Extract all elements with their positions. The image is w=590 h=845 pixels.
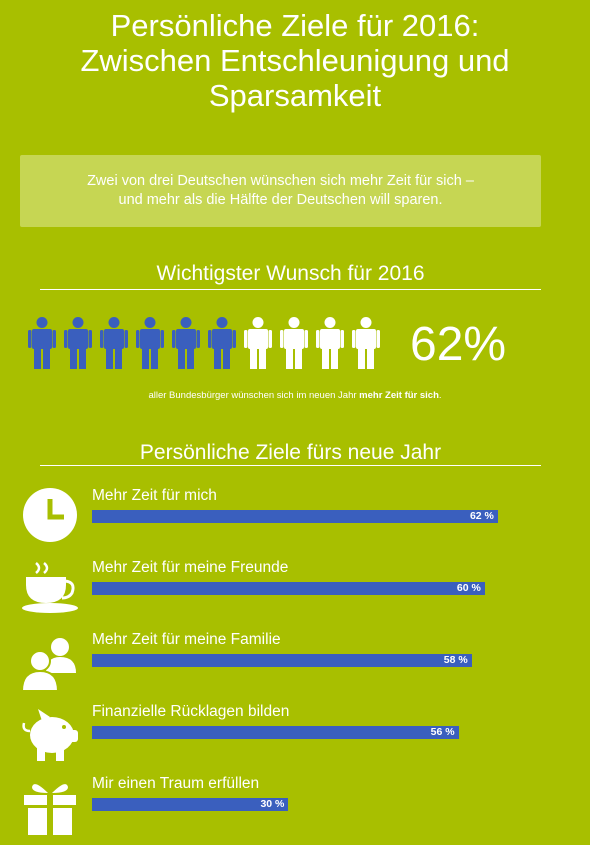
person-icon-filled: [28, 317, 56, 369]
section-title-goals: Persönliche Ziele fürs neue Jahr: [139, 441, 442, 464]
person-icon-empty: [280, 317, 308, 369]
goal-row: Mehr Zeit für meine Familie 58 %: [0, 631, 590, 701]
summary-callout: Zwei von drei Deutschen wünschen sich me…: [20, 155, 541, 227]
goal-label: Finanzielle Rücklagen bilden: [92, 703, 290, 720]
goal-bar: 60 %: [92, 582, 485, 595]
headline-percentage: 62%: [410, 318, 507, 371]
goal-bar-value: 60 %: [456, 582, 481, 594]
goal-row: Mir einen Traum erfüllen 30 %: [0, 775, 590, 845]
goal-bar: 30 %: [92, 798, 289, 811]
person-icon-empty: [316, 317, 344, 369]
goal-label: Mehr Zeit für mich: [92, 487, 217, 504]
goal-bar-track: 62 %: [92, 510, 502, 523]
goal-bar-value: 56 %: [430, 726, 455, 738]
page-title: Persönliche Ziele für 2016: Zwischen Ent…: [80, 8, 510, 113]
goal-bar-track: 30 %: [92, 798, 502, 811]
caption-end: .: [438, 390, 442, 401]
person-icon-empty: [244, 317, 272, 369]
goal-row: Finanzielle Rücklagen bilden 56 %: [0, 703, 590, 773]
goal-row: Mehr Zeit für mich 62 %: [0, 487, 590, 557]
caption-text: aller Bundesbürger wünschen sich im neue…: [148, 390, 360, 401]
goal-bar: 58 %: [92, 654, 472, 667]
caption-highlight: mehr Zeit für sich: [359, 390, 439, 401]
person-icon-filled: [64, 317, 92, 369]
goal-bar-value: 30 %: [260, 798, 285, 810]
goal-label: Mehr Zeit für meine Freunde: [92, 559, 289, 576]
person-icon-filled: [208, 317, 236, 369]
gift-icon: [24, 784, 76, 835]
goal-bar-value: 58 %: [443, 654, 468, 666]
goal-bar: 62 %: [92, 510, 498, 523]
goal-bar-track: 60 %: [92, 582, 502, 595]
piggy-bank-icon: [22, 709, 78, 761]
goal-row: Mehr Zeit für meine Freunde 60 %: [0, 559, 590, 629]
goal-bar-track: 58 %: [92, 654, 502, 667]
goal-label: Mehr Zeit für meine Familie: [92, 631, 281, 648]
person-icon-empty: [352, 317, 380, 369]
person-icon-filled: [136, 317, 164, 369]
goal-label: Mir einen Traum erfüllen: [92, 775, 260, 792]
section-divider: [40, 465, 541, 466]
clock-icon: [23, 488, 77, 542]
coffee-cup-icon: [22, 562, 78, 613]
section-title-top-wish: Wichtigster Wunsch für 2016: [156, 262, 425, 285]
goal-bar: 56 %: [92, 726, 459, 739]
family-icon: [20, 638, 76, 692]
section-divider: [40, 289, 541, 290]
pictograph-caption: aller Bundesbürger wünschen sich im neue…: [0, 390, 590, 401]
goal-bar-track: 56 %: [92, 726, 502, 739]
person-icon-filled: [100, 317, 128, 369]
person-icon-filled: [172, 317, 200, 369]
goal-bar-value: 62 %: [469, 510, 494, 522]
